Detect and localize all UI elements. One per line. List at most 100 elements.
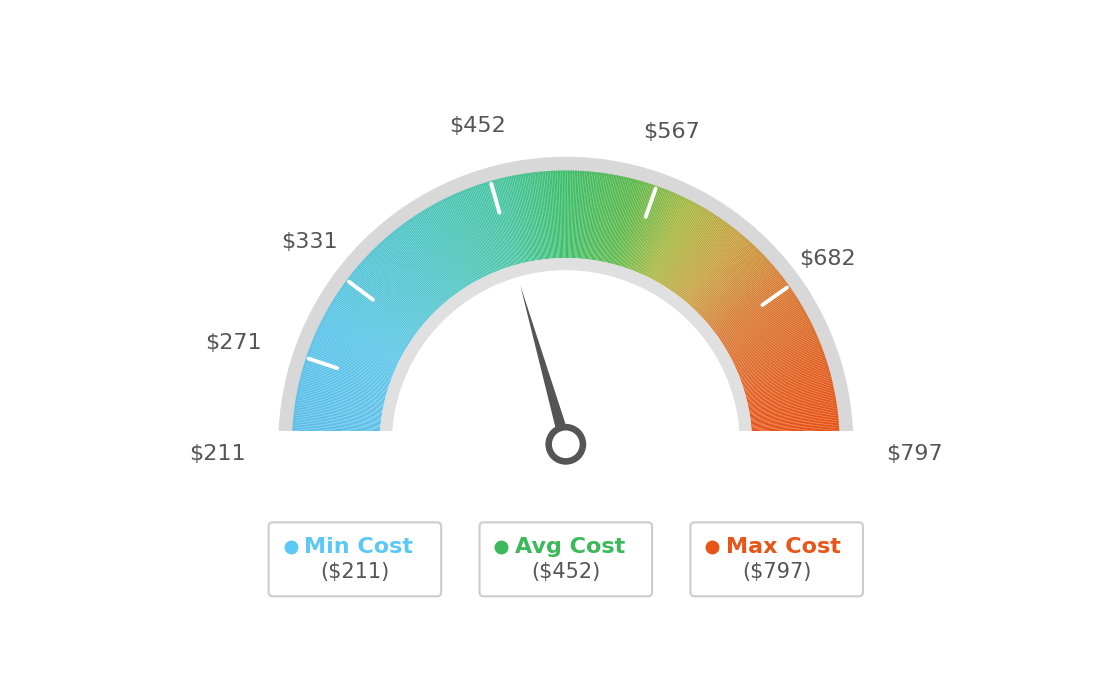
- Wedge shape: [325, 314, 402, 357]
- Wedge shape: [311, 342, 393, 376]
- Wedge shape: [751, 412, 838, 423]
- Wedge shape: [743, 362, 827, 389]
- Wedge shape: [716, 284, 788, 336]
- Wedge shape: [514, 175, 532, 262]
- Wedge shape: [421, 211, 468, 286]
- Wedge shape: [530, 172, 542, 259]
- Wedge shape: [588, 172, 601, 259]
- Wedge shape: [618, 181, 644, 266]
- Wedge shape: [316, 331, 396, 368]
- Wedge shape: [573, 170, 577, 258]
- Wedge shape: [308, 350, 391, 381]
- Wedge shape: [752, 439, 840, 442]
- Wedge shape: [678, 226, 732, 297]
- Wedge shape: [740, 346, 822, 379]
- Wedge shape: [295, 405, 382, 419]
- Wedge shape: [562, 170, 564, 258]
- Wedge shape: [491, 180, 516, 265]
- Text: ($211): ($211): [320, 562, 390, 582]
- Circle shape: [553, 431, 578, 457]
- Wedge shape: [615, 180, 639, 265]
- Wedge shape: [294, 412, 381, 423]
- Wedge shape: [435, 203, 478, 281]
- Wedge shape: [332, 299, 408, 346]
- Wedge shape: [411, 218, 461, 291]
- Wedge shape: [555, 170, 560, 258]
- Wedge shape: [746, 378, 832, 400]
- Wedge shape: [379, 244, 439, 308]
- Wedge shape: [349, 277, 418, 331]
- Text: $797: $797: [887, 444, 943, 464]
- Wedge shape: [454, 194, 491, 275]
- Wedge shape: [715, 281, 786, 334]
- Wedge shape: [325, 313, 403, 355]
- Wedge shape: [667, 214, 715, 288]
- Wedge shape: [684, 233, 742, 302]
- Wedge shape: [622, 183, 649, 267]
- Wedge shape: [344, 282, 416, 335]
- Wedge shape: [405, 221, 457, 294]
- FancyBboxPatch shape: [690, 522, 863, 596]
- Wedge shape: [291, 441, 380, 443]
- Wedge shape: [713, 278, 784, 332]
- Wedge shape: [397, 227, 453, 297]
- Wedge shape: [598, 175, 615, 261]
- Wedge shape: [527, 173, 540, 260]
- Wedge shape: [446, 197, 486, 277]
- Wedge shape: [750, 403, 837, 417]
- Wedge shape: [511, 176, 530, 262]
- Wedge shape: [422, 210, 469, 286]
- Wedge shape: [730, 315, 808, 357]
- Wedge shape: [319, 323, 399, 363]
- Wedge shape: [297, 391, 383, 409]
- Wedge shape: [701, 255, 765, 317]
- Wedge shape: [668, 215, 716, 289]
- Wedge shape: [561, 170, 563, 258]
- Wedge shape: [495, 179, 519, 264]
- Wedge shape: [468, 188, 500, 270]
- Wedge shape: [293, 432, 380, 437]
- Wedge shape: [742, 357, 826, 386]
- Wedge shape: [293, 424, 380, 431]
- Wedge shape: [677, 224, 730, 295]
- Wedge shape: [388, 235, 445, 303]
- Wedge shape: [420, 212, 467, 287]
- Wedge shape: [433, 204, 476, 282]
- Wedge shape: [690, 240, 750, 306]
- Text: $211: $211: [189, 444, 245, 464]
- Text: $567: $567: [644, 122, 700, 142]
- Wedge shape: [682, 231, 739, 300]
- Wedge shape: [728, 309, 805, 353]
- Wedge shape: [321, 320, 400, 361]
- Wedge shape: [749, 388, 835, 407]
- Wedge shape: [723, 299, 799, 346]
- Wedge shape: [570, 170, 573, 258]
- Wedge shape: [631, 188, 664, 270]
- Wedge shape: [341, 286, 414, 337]
- Wedge shape: [431, 205, 475, 282]
- Wedge shape: [336, 295, 410, 344]
- Wedge shape: [489, 181, 514, 266]
- Wedge shape: [298, 383, 384, 404]
- Wedge shape: [327, 309, 404, 353]
- Wedge shape: [383, 239, 443, 306]
- Wedge shape: [746, 376, 831, 399]
- Wedge shape: [350, 274, 421, 329]
- Wedge shape: [697, 250, 760, 313]
- Wedge shape: [400, 226, 454, 297]
- Wedge shape: [310, 344, 393, 377]
- Wedge shape: [590, 172, 602, 259]
- Wedge shape: [659, 208, 705, 284]
- Wedge shape: [664, 211, 711, 286]
- Wedge shape: [401, 225, 455, 296]
- Wedge shape: [712, 275, 783, 330]
- Wedge shape: [361, 261, 427, 320]
- Wedge shape: [470, 187, 501, 270]
- Wedge shape: [386, 237, 445, 304]
- Wedge shape: [523, 174, 538, 260]
- Wedge shape: [301, 373, 386, 397]
- Wedge shape: [457, 193, 492, 273]
- Wedge shape: [599, 175, 617, 262]
- Wedge shape: [467, 188, 499, 270]
- Wedge shape: [751, 419, 839, 428]
